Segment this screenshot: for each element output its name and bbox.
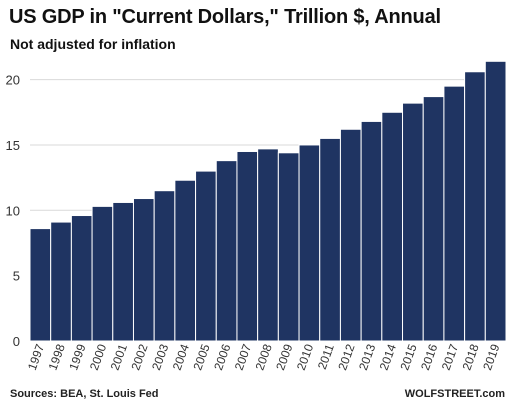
- bar: [153, 190, 176, 342]
- y-axis-ticks: 0 5 10 15 20: [6, 73, 20, 349]
- bar: [277, 152, 300, 342]
- y-tick-label: 0: [13, 334, 20, 349]
- bar: [402, 102, 424, 342]
- source-note: Sources: BEA, St. Louis Fed: [10, 388, 159, 400]
- x-tick-label: 2018: [459, 342, 481, 372]
- x-tick-label: 2008: [253, 342, 275, 372]
- x-tick-label: 1999: [66, 342, 88, 372]
- bar: [70, 215, 93, 342]
- x-tick-label: 2002: [128, 342, 150, 372]
- y-tick-label: 10: [6, 203, 20, 218]
- x-tick-label: 2019: [480, 342, 502, 372]
- bars: [29, 60, 507, 342]
- bar: [132, 198, 155, 342]
- bar: [298, 144, 321, 342]
- x-tick-label: 2017: [439, 342, 461, 372]
- y-tick-label: 15: [6, 138, 20, 153]
- bar: [50, 221, 72, 342]
- bar: [422, 96, 445, 342]
- bar: [443, 85, 466, 342]
- x-tick-label: 2000: [87, 342, 109, 372]
- x-tick-label: 1997: [25, 342, 47, 372]
- x-tick-label: 2004: [170, 342, 192, 372]
- bar: [215, 160, 238, 342]
- bar: [257, 148, 279, 342]
- x-tick-label: 2007: [232, 342, 254, 372]
- brand-watermark: WOLFSTREET.com: [404, 388, 505, 400]
- x-tick-label: 2013: [356, 342, 378, 372]
- bar: [484, 60, 507, 342]
- bar: [339, 128, 362, 342]
- bar: [195, 170, 217, 342]
- bar: [464, 71, 486, 342]
- x-tick-label: 2016: [418, 342, 440, 372]
- x-axis-ticks: 1997199819992000200120022003200420052006…: [25, 342, 503, 372]
- bar: [236, 150, 259, 342]
- bar: [174, 179, 197, 342]
- x-tick-label: 2003: [149, 342, 171, 372]
- chart-title: US GDP in "Current Dollars," Trillion $,…: [9, 6, 441, 28]
- x-tick-label: 2015: [397, 342, 419, 372]
- bar: [112, 201, 134, 342]
- x-tick-label: 2001: [108, 342, 130, 372]
- y-tick-label: 5: [13, 269, 20, 284]
- x-tick-label: 2006: [211, 342, 233, 372]
- x-tick-label: 2011: [315, 342, 337, 371]
- chart-subtitle: Not adjusted for inflation: [10, 36, 176, 52]
- x-tick-label: 2010: [294, 342, 316, 372]
- x-tick-label: 2009: [273, 342, 295, 372]
- y-tick-label: 20: [6, 73, 20, 88]
- bar: [360, 120, 383, 342]
- bar: [29, 228, 52, 342]
- x-tick-label: 1998: [46, 342, 68, 372]
- x-tick-label: 2014: [377, 342, 399, 372]
- bar: [319, 137, 341, 342]
- x-tick-label: 2012: [335, 342, 357, 372]
- bar: [91, 205, 114, 342]
- x-tick-label: 2005: [190, 342, 212, 372]
- bar: [381, 111, 404, 342]
